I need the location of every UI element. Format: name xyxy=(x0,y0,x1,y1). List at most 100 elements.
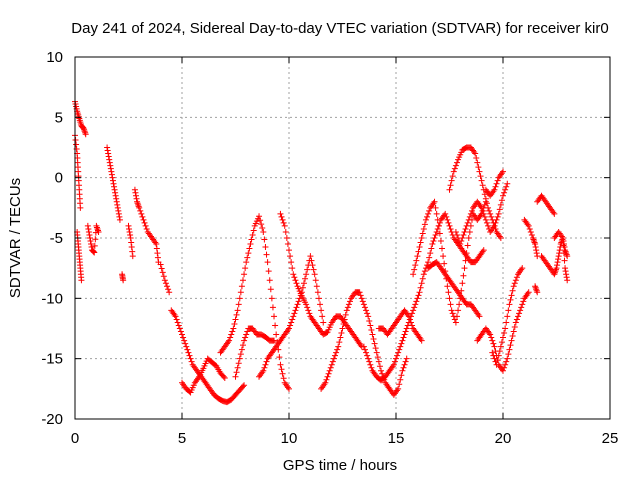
data-point xyxy=(73,141,80,148)
data-point xyxy=(426,254,433,261)
data-point xyxy=(370,336,377,343)
data-point xyxy=(295,298,302,305)
data-point xyxy=(511,280,518,287)
x-axis-label: GPS time / hours xyxy=(283,457,397,474)
data-point xyxy=(505,351,512,358)
data-point xyxy=(489,349,496,356)
data-point xyxy=(299,284,306,291)
data-point xyxy=(453,313,460,320)
data-point xyxy=(449,173,456,180)
x-tick-label: 25 xyxy=(602,430,619,447)
data-point xyxy=(335,343,342,350)
data-point xyxy=(221,374,228,381)
data-point xyxy=(304,304,311,311)
data-point xyxy=(397,343,404,350)
data-point xyxy=(414,295,421,302)
data-point xyxy=(284,241,291,248)
data-point xyxy=(287,253,294,260)
data-point xyxy=(233,369,240,376)
data-point xyxy=(533,247,540,254)
data-point xyxy=(434,216,441,223)
data-point xyxy=(400,334,407,341)
data-point xyxy=(289,316,296,323)
data-point xyxy=(111,186,118,193)
data-point xyxy=(417,239,424,246)
data-point xyxy=(357,292,364,299)
data-point xyxy=(166,289,173,296)
data-point xyxy=(287,322,294,329)
data-point xyxy=(280,375,287,382)
data-point xyxy=(278,213,285,220)
data-point xyxy=(482,195,489,202)
data-point xyxy=(491,222,498,229)
data-point xyxy=(561,257,568,264)
data-point xyxy=(248,236,255,243)
data-point xyxy=(430,238,437,245)
data-point xyxy=(324,373,331,380)
data-point xyxy=(95,228,102,235)
data-point xyxy=(424,213,431,220)
data-point xyxy=(288,319,295,326)
data-point xyxy=(281,222,288,229)
data-point xyxy=(164,283,171,290)
data-point xyxy=(113,195,120,202)
data-point xyxy=(479,182,486,189)
data-point xyxy=(412,301,419,308)
data-point xyxy=(564,253,571,260)
data-point xyxy=(157,261,164,268)
data-point xyxy=(410,307,417,314)
data-point xyxy=(241,382,248,389)
data-point xyxy=(439,245,446,252)
data-point xyxy=(112,189,119,196)
y-tick-label: -5 xyxy=(50,230,63,247)
data-point xyxy=(560,250,567,257)
data-point xyxy=(105,153,112,160)
data-point xyxy=(463,250,470,257)
data-point xyxy=(249,231,256,238)
data-point xyxy=(402,328,409,335)
data-point xyxy=(555,256,562,263)
data-point xyxy=(399,337,406,344)
data-point xyxy=(414,253,421,260)
y-tick-label: 5 xyxy=(55,109,63,126)
data-point xyxy=(479,207,486,214)
data-point xyxy=(476,313,483,320)
data-point xyxy=(464,219,471,226)
data-point xyxy=(333,349,340,356)
data-point xyxy=(138,210,145,217)
data-point xyxy=(427,250,434,257)
y-axis-ticks: -20 -15 -10 -5 0 5 10 xyxy=(41,49,610,428)
data-point xyxy=(513,274,520,281)
data-point xyxy=(153,241,160,248)
data-point xyxy=(519,265,526,272)
data-point xyxy=(496,206,503,213)
data-point xyxy=(260,228,267,235)
data-point xyxy=(220,373,227,380)
data-point xyxy=(358,295,365,302)
data-point xyxy=(504,313,511,320)
data-point xyxy=(336,339,343,346)
data-point xyxy=(416,289,423,296)
data-point xyxy=(481,213,488,220)
data-point xyxy=(283,235,290,241)
x-tick-label: 0 xyxy=(71,430,79,447)
data-point xyxy=(556,247,563,254)
data-point xyxy=(504,355,511,362)
data-point xyxy=(497,201,504,208)
data-point xyxy=(554,262,561,269)
data-point xyxy=(444,283,451,290)
data-point xyxy=(132,189,139,196)
data-point xyxy=(527,228,534,235)
data-point xyxy=(466,213,473,220)
data-point xyxy=(494,357,501,364)
data-point xyxy=(420,271,427,278)
data-point xyxy=(379,370,386,377)
data-point xyxy=(322,379,329,386)
data-point xyxy=(559,235,566,241)
data-point xyxy=(491,355,498,362)
data-point xyxy=(534,289,541,296)
data-point xyxy=(261,236,268,243)
data-point xyxy=(292,277,299,284)
data-point xyxy=(398,340,405,347)
data-point xyxy=(277,361,284,368)
